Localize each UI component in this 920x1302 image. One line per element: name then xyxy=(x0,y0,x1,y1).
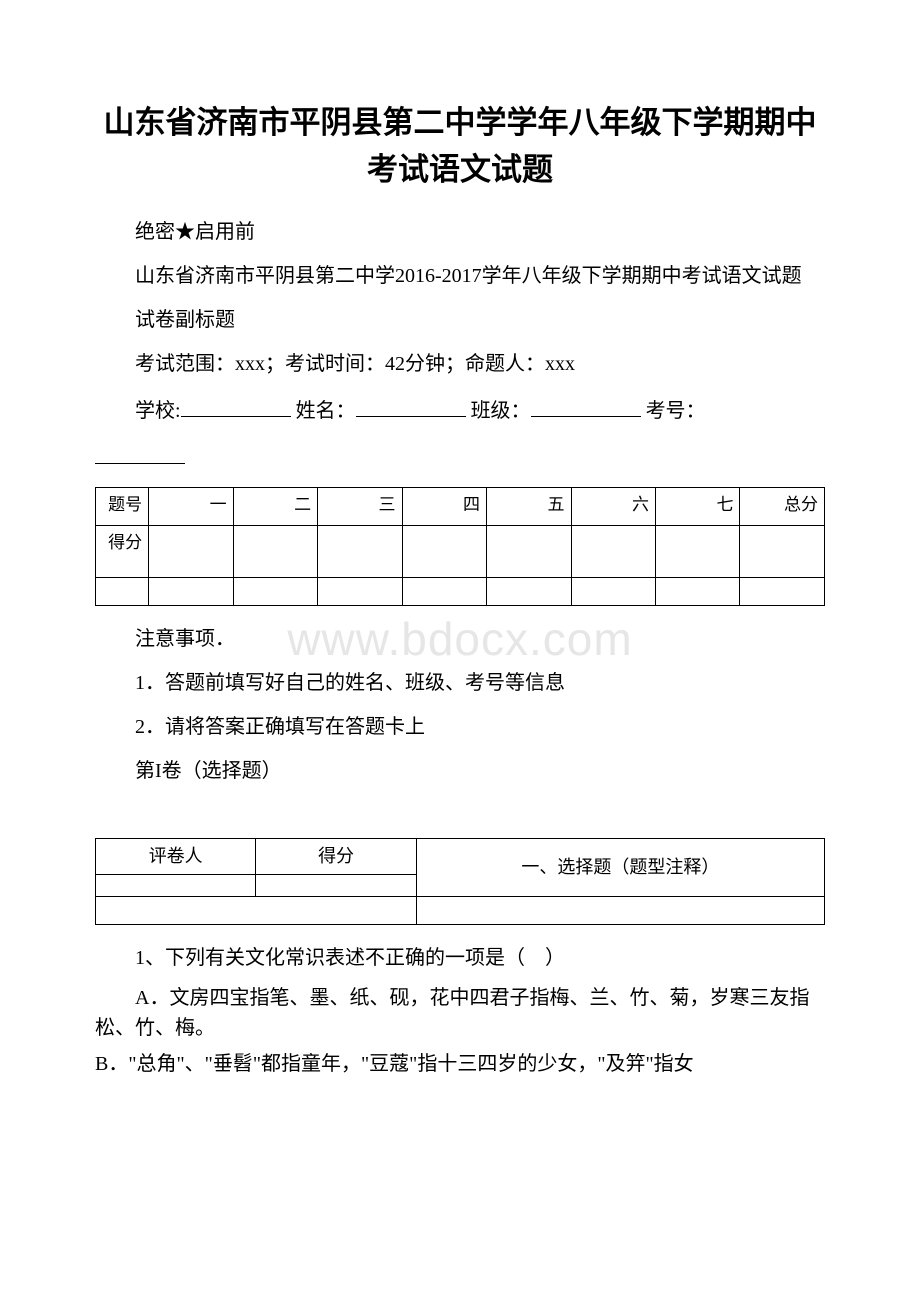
exam-info: 考试范围：xxx；考试时间：42分钟；命题人：xxx xyxy=(95,349,825,379)
table-row: 得分 xyxy=(96,526,825,578)
name-blank[interactable] xyxy=(356,393,466,417)
score-cell[interactable] xyxy=(656,526,740,578)
blank-cell xyxy=(487,578,571,606)
col-header: 四 xyxy=(402,488,486,526)
secret-line: 绝密★启用前 xyxy=(95,217,825,247)
col-header: 一 xyxy=(149,488,233,526)
class-blank[interactable] xyxy=(531,393,641,417)
grader-table: 评卷人 得分 一、选择题（题型注释） xyxy=(95,838,825,925)
table-row xyxy=(96,578,825,606)
main-title: 山东省济南市平阴县第二中学学年八年级下学期期中考试语文试题 xyxy=(95,100,825,193)
score-cell[interactable] xyxy=(402,526,486,578)
class-label: 班级： xyxy=(471,400,531,422)
section-label-cell: 一、选择题（题型注释） xyxy=(416,839,824,897)
blank-cell xyxy=(571,578,655,606)
grader-bottom-cell xyxy=(96,897,417,925)
row-label-cell: 题号 xyxy=(96,488,149,526)
number-label: 考号： xyxy=(646,400,706,422)
option-a: A．文房四宝指笔、墨、纸、砚，花中四君子指梅、兰、竹、菊，岁寒三友指松、竹、梅。 xyxy=(95,983,825,1043)
blank-cell xyxy=(318,578,402,606)
col-header: 二 xyxy=(233,488,317,526)
full-title: 山东省济南市平阴县第二中学2016-2017学年八年级下学期期中考试语文试题 xyxy=(95,261,825,291)
total-cell[interactable] xyxy=(740,526,825,578)
question-stem: 1、下列有关文化常识表述不正确的一项是（ ） xyxy=(95,943,825,973)
notice-header: 注意事项． xyxy=(95,624,825,654)
score-cell[interactable] xyxy=(149,526,233,578)
score-table: 题号 一 二 三 四 五 六 七 总分 得分 xyxy=(95,487,825,606)
name-label: 姓名： xyxy=(296,400,356,422)
col-header: 三 xyxy=(318,488,402,526)
score-cell[interactable] xyxy=(233,526,317,578)
notice-item: 1．答题前填写好自己的姓名、班级、考号等信息 xyxy=(95,668,825,698)
blank-cell xyxy=(149,578,233,606)
section-1-title: 第I卷（选择题） xyxy=(95,756,825,786)
grader-blank[interactable] xyxy=(96,875,256,897)
total-header: 总分 xyxy=(740,488,825,526)
blank-cell xyxy=(233,578,317,606)
table-row: 题号 一 二 三 四 五 六 七 总分 xyxy=(96,488,825,526)
option-b: B．"总角"、"垂髫"都指童年，"豆蔻"指十三四岁的少女，"及笄"指女 xyxy=(95,1049,825,1079)
col-header: 六 xyxy=(571,488,655,526)
blank-cell xyxy=(402,578,486,606)
table-row xyxy=(96,897,825,925)
table-row: 评卷人 得分 一、选择题（题型注释） xyxy=(96,839,825,875)
number-blank[interactable] xyxy=(95,440,185,464)
section-bottom-cell xyxy=(416,897,824,925)
grader-label-cell: 评卷人 xyxy=(96,839,256,875)
subtitle: 试卷副标题 xyxy=(95,305,825,335)
blank-cell xyxy=(740,578,825,606)
student-info-line: 学校: 姓名： 班级： 考号： xyxy=(95,393,825,426)
col-header: 七 xyxy=(656,488,740,526)
row-label-cell: 得分 xyxy=(96,526,149,578)
score-label-cell: 得分 xyxy=(256,839,416,875)
score-cell[interactable] xyxy=(318,526,402,578)
document-content: 山东省济南市平阴县第二中学学年八年级下学期期中考试语文试题 绝密★启用前 山东省… xyxy=(95,100,825,1079)
blank-cell xyxy=(96,578,149,606)
blank-cell xyxy=(656,578,740,606)
school-blank[interactable] xyxy=(181,393,291,417)
score-cell[interactable] xyxy=(487,526,571,578)
score-blank[interactable] xyxy=(256,875,416,897)
score-cell[interactable] xyxy=(571,526,655,578)
school-label: 学校: xyxy=(135,400,181,422)
col-header: 五 xyxy=(487,488,571,526)
notice-item: 2．请将答案正确填写在答题卡上 xyxy=(95,712,825,742)
